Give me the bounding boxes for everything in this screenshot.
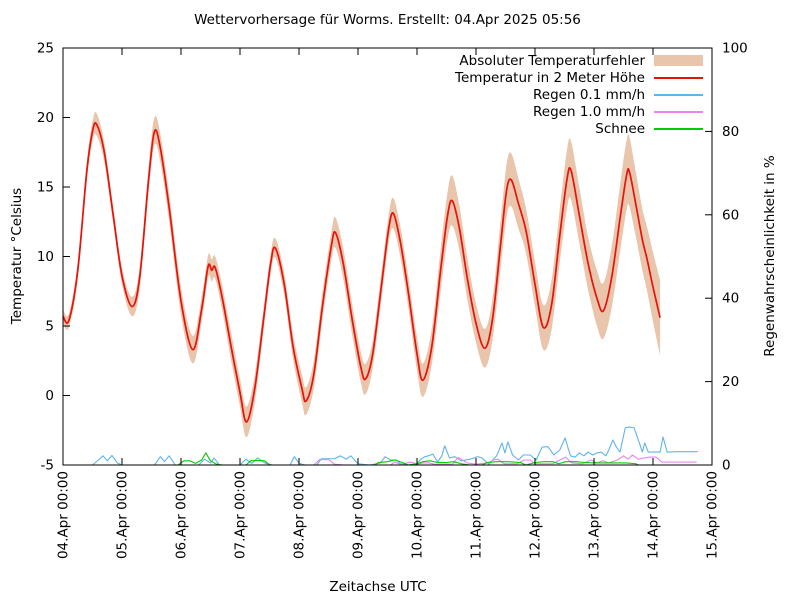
rain-10-line bbox=[63, 454, 697, 466]
legend-label: Regen 0.1 mm/h bbox=[533, 86, 645, 103]
y-left-tick-label: -5 bbox=[41, 458, 54, 474]
y-left-tick-label: 15 bbox=[37, 180, 54, 196]
y-right-tick-label: 80 bbox=[722, 124, 739, 140]
y-right-tick-label: 40 bbox=[722, 291, 739, 307]
legend-label: Regen 1.0 mm/h bbox=[533, 103, 645, 120]
x-axis-label: Zeitachse UTC bbox=[329, 579, 427, 595]
x-tick-label: 10.Apr 00:00 bbox=[410, 471, 426, 559]
legend-item-rain-01: Regen 0.1 mm/h bbox=[455, 86, 703, 103]
x-tick-label: 12.Apr 00:00 bbox=[528, 471, 544, 559]
y-right-tick-label: 20 bbox=[722, 374, 739, 390]
chart-title: Wettervorhersage für Worms. Erstellt: 04… bbox=[194, 12, 581, 28]
legend-item-snow: Schnee bbox=[455, 120, 703, 137]
rain-01-line bbox=[63, 426, 698, 466]
legend-label: Schnee bbox=[595, 120, 645, 137]
temperature-line bbox=[62, 122, 661, 423]
x-tick-label: 07.Apr 00:00 bbox=[233, 471, 249, 559]
x-tick-label: 14.Apr 00:00 bbox=[646, 471, 662, 559]
temperature-error-band bbox=[63, 111, 661, 438]
y-left-tick-label: 20 bbox=[37, 110, 54, 126]
y-left-tick-label: 25 bbox=[37, 41, 54, 57]
x-tick-label: 15.Apr 00:00 bbox=[705, 471, 721, 559]
x-tick-label: 08.Apr 00:00 bbox=[292, 471, 308, 559]
line-swatch-icon bbox=[654, 93, 703, 96]
snow-line bbox=[63, 452, 639, 466]
legend-item-rain-10: Regen 1.0 mm/h bbox=[455, 103, 703, 120]
legend: Absoluter Temperaturfehler Temperatur in… bbox=[455, 52, 703, 137]
legend-item-temperature: Temperatur in 2 Meter Höhe bbox=[455, 69, 703, 86]
y-left-tick-label: 0 bbox=[45, 388, 54, 404]
y-right-tick-label: 0 bbox=[722, 458, 731, 474]
y-right-tick-label: 60 bbox=[722, 207, 739, 223]
x-tick-label: 05.Apr 00:00 bbox=[115, 471, 131, 559]
x-tick-label: 06.Apr 00:00 bbox=[174, 471, 190, 559]
y-left-tick-label: 5 bbox=[45, 319, 54, 335]
y-axis-left-label: Temperatur °Celsius bbox=[9, 187, 25, 325]
line-swatch-icon bbox=[654, 76, 703, 79]
y-axis-right-label: Regenwahrscheinlichkeit in % bbox=[762, 155, 778, 357]
y-left-tick-label: 10 bbox=[37, 249, 54, 265]
x-tick-label: 04.Apr 00:00 bbox=[56, 471, 72, 559]
x-tick-label: 13.Apr 00:00 bbox=[587, 471, 603, 559]
line-swatch-icon bbox=[654, 110, 703, 113]
legend-item-temperature-error: Absoluter Temperaturfehler bbox=[455, 52, 703, 69]
legend-label: Absoluter Temperaturfehler bbox=[459, 52, 645, 69]
band-swatch-icon bbox=[654, 55, 703, 66]
legend-label: Temperatur in 2 Meter Höhe bbox=[455, 69, 645, 86]
line-swatch-icon bbox=[654, 127, 703, 130]
y-right-tick-label: 100 bbox=[722, 41, 748, 57]
x-tick-label: 09.Apr 00:00 bbox=[351, 471, 367, 559]
x-tick-label: 11.Apr 00:00 bbox=[469, 471, 485, 559]
